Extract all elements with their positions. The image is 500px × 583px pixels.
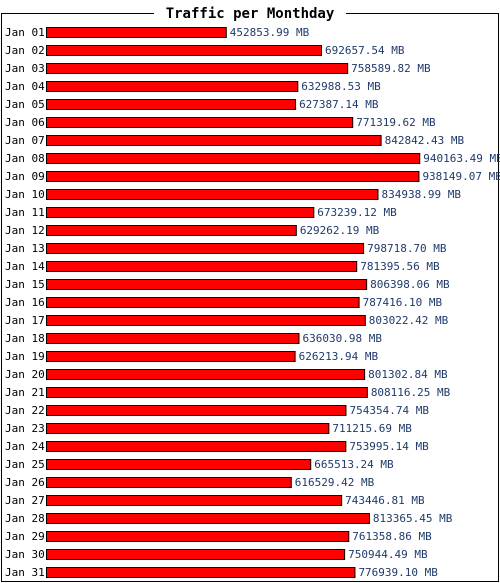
value-label: 758589.82 MB	[351, 62, 431, 75]
chart-title: Traffic per Monthday	[166, 6, 335, 22]
value-label: 626213.94 MB	[299, 350, 379, 363]
value-label: 938149.07 MB	[422, 170, 500, 183]
traffic-bar	[46, 315, 366, 326]
category-label: Jan 03	[5, 62, 45, 75]
value-label: 776939.10 MB	[358, 566, 438, 579]
category-label: Jan 21	[5, 386, 45, 399]
traffic-bar	[46, 495, 343, 506]
category-label: Jan 19	[5, 350, 45, 363]
category-label: Jan 20	[5, 368, 45, 381]
traffic-bar	[46, 513, 370, 524]
value-label: 665513.24 MB	[314, 458, 394, 471]
value-label: 743446.81 MB	[345, 494, 425, 507]
category-label: Jan 13	[5, 242, 45, 255]
value-label: 787416.10 MB	[363, 296, 443, 309]
value-label: 616529.42 MB	[295, 476, 375, 489]
value-label: 627387.14 MB	[299, 98, 379, 111]
category-label: Jan 22	[5, 404, 45, 417]
traffic-bar	[46, 369, 366, 380]
traffic-bar	[46, 207, 315, 218]
category-label: Jan 01	[5, 26, 45, 39]
category-label: Jan 07	[5, 134, 45, 147]
category-label: Jan 14	[5, 260, 45, 273]
traffic-bar	[46, 63, 349, 74]
category-label: Jan 05	[5, 98, 45, 111]
traffic-bar	[46, 45, 322, 56]
category-label: Jan 09	[5, 170, 45, 183]
value-label: 632988.53 MB	[301, 80, 381, 93]
traffic-bar	[46, 387, 368, 398]
category-label: Jan 30	[5, 548, 45, 561]
title-background	[154, 4, 346, 22]
category-label: Jan 10	[5, 188, 45, 201]
traffic-bar	[46, 27, 227, 38]
category-label: Jan 28	[5, 512, 45, 525]
value-label: 692657.54 MB	[325, 44, 405, 57]
category-label: Jan 12	[5, 224, 45, 237]
value-label: 781395.56 MB	[360, 260, 440, 273]
traffic-bar	[46, 333, 300, 344]
category-label: Jan 06	[5, 116, 45, 129]
value-label: 673239.12 MB	[317, 206, 397, 219]
value-label: 803022.42 MB	[369, 314, 449, 327]
category-label: Jan 08	[5, 152, 45, 165]
traffic-bar	[46, 81, 299, 92]
traffic-bar	[46, 549, 346, 560]
traffic-bar	[46, 531, 350, 542]
category-label: Jan 29	[5, 530, 45, 543]
category-label: Jan 11	[5, 206, 45, 219]
traffic-bar	[46, 243, 365, 254]
value-label: 806398.06 MB	[370, 278, 450, 291]
category-label: Jan 16	[5, 296, 45, 309]
value-label: 798718.70 MB	[367, 242, 447, 255]
traffic-bar	[46, 441, 347, 452]
traffic-bar	[46, 297, 360, 308]
traffic-bar	[46, 261, 358, 272]
category-label: Jan 25	[5, 458, 45, 471]
category-label: Jan 17	[5, 314, 45, 327]
traffic-bar	[46, 99, 297, 110]
value-label: 753995.14 MB	[349, 440, 429, 453]
value-label: 452853.99 MB	[230, 26, 310, 39]
traffic-bar	[46, 405, 347, 416]
value-label: 761358.86 MB	[352, 530, 432, 543]
traffic-bar	[46, 423, 330, 434]
category-label: Jan 24	[5, 440, 45, 453]
category-label: Jan 26	[5, 476, 45, 489]
traffic-bar	[46, 171, 420, 182]
traffic-bar	[46, 279, 368, 290]
value-label: 711215.69 MB	[332, 422, 412, 435]
value-label: 771319.62 MB	[356, 116, 436, 129]
traffic-bar	[46, 135, 382, 146]
bar-rows: Jan 01 452853.99 MB Jan 02 692657.54 MB Jan …	[5, 26, 500, 579]
value-label: 629262.19 MB	[300, 224, 380, 237]
category-label: Jan 27	[5, 494, 45, 507]
traffic-bar	[46, 117, 354, 128]
value-label: 842842.43 MB	[385, 134, 465, 147]
traffic-bar	[46, 351, 296, 362]
value-label: 940163.49 MB	[423, 152, 500, 165]
value-label: 801302.84 MB	[368, 368, 448, 381]
value-label: 834938.99 MB	[381, 188, 461, 201]
value-label: 813365.45 MB	[373, 512, 453, 525]
traffic-bar	[46, 189, 379, 200]
category-label: Jan 23	[5, 422, 45, 435]
traffic-bar	[46, 477, 292, 488]
value-label: 754354.74 MB	[349, 404, 429, 417]
value-label: 636030.98 MB	[303, 332, 383, 345]
traffic-bar	[46, 153, 421, 164]
value-label: 750944.49 MB	[348, 548, 428, 561]
traffic-bar	[46, 225, 297, 236]
category-label: Jan 02	[5, 44, 45, 57]
category-label: Jan 18	[5, 332, 45, 345]
category-label: Jan 04	[5, 80, 45, 93]
value-label: 808116.25 MB	[371, 386, 451, 399]
category-label: Jan 15	[5, 278, 45, 291]
traffic-bar	[46, 567, 356, 578]
traffic-bar	[46, 459, 312, 470]
category-label: Jan 31	[5, 566, 45, 579]
